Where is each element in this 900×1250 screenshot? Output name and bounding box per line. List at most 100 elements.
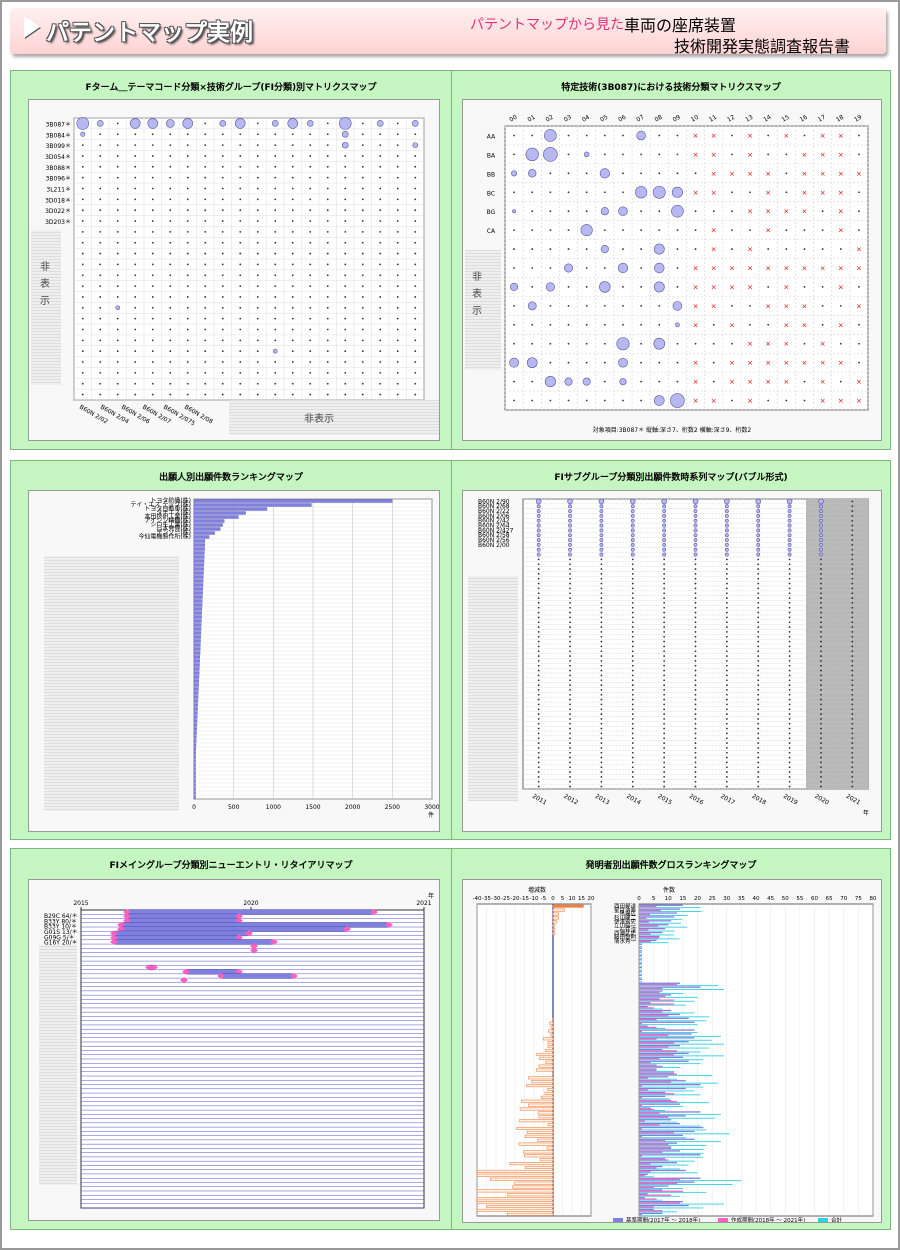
base-period-bar	[639, 1041, 689, 1043]
dot	[414, 230, 417, 233]
total-bar	[639, 1176, 654, 1178]
retire-marker	[245, 930, 253, 937]
dot	[344, 296, 347, 298]
matrix-svg: 00 01 02 03 04 05 06 07 08 09 10 11 12 13 14 15 16 17 18 19…	[465, 114, 869, 434]
dot	[694, 645, 697, 648]
base-period-bar	[639, 943, 642, 945]
dot	[396, 382, 399, 385]
dot	[788, 606, 791, 609]
dot	[757, 722, 760, 725]
dot	[186, 371, 189, 374]
dot	[326, 230, 329, 233]
dot	[537, 713, 540, 715]
dot	[204, 198, 207, 201]
dot	[851, 742, 854, 744]
dot	[694, 718, 697, 720]
target-period-bar	[639, 1198, 657, 1200]
dot	[788, 664, 791, 667]
dot	[694, 606, 697, 609]
target-period-bar	[639, 933, 651, 935]
total-bar	[639, 1098, 669, 1100]
target-period-bar	[639, 1046, 669, 1048]
dot	[757, 776, 760, 778]
dot	[134, 187, 137, 190]
dot	[851, 785, 854, 788]
dot	[204, 306, 207, 309]
dot	[326, 209, 329, 212]
base-period-bar	[639, 1013, 680, 1016]
dot	[513, 134, 515, 137]
dot	[820, 713, 822, 715]
change-bar	[531, 1080, 554, 1084]
dot	[600, 742, 603, 744]
target-period-bar	[639, 921, 649, 923]
dot	[694, 655, 697, 657]
cross-mark: ×	[838, 283, 844, 291]
dot	[603, 153, 606, 156]
cross-mark: ×	[693, 132, 699, 140]
bubble	[599, 528, 604, 533]
dot	[169, 371, 172, 374]
dot	[767, 134, 770, 137]
dot	[694, 229, 697, 232]
dot	[600, 747, 603, 749]
dot	[600, 602, 603, 604]
dot	[757, 780, 760, 783]
dot	[396, 285, 399, 288]
dot	[725, 664, 728, 667]
bubble	[129, 118, 141, 129]
total-bar	[639, 1059, 704, 1061]
dot	[730, 153, 733, 156]
bar	[193, 643, 201, 647]
cross-mark: ×	[693, 378, 699, 386]
base-period-bar	[639, 928, 666, 930]
dot	[309, 176, 312, 179]
dot	[99, 263, 102, 266]
dot	[631, 751, 634, 754]
dot	[549, 361, 552, 364]
entry-marker	[110, 930, 118, 937]
dot	[169, 263, 172, 266]
col-label: 17	[817, 114, 827, 124]
dot	[663, 568, 666, 570]
dot	[851, 761, 854, 764]
dot	[622, 134, 624, 137]
bar	[193, 663, 200, 667]
col-label: 01	[526, 114, 536, 124]
axis-tick: 35	[738, 896, 745, 902]
cross-mark: ×	[838, 208, 844, 216]
dot	[309, 241, 312, 244]
bubble	[755, 498, 762, 505]
dot	[569, 573, 571, 575]
dot	[788, 693, 791, 696]
dot	[204, 393, 207, 396]
base-period-bar	[639, 955, 642, 957]
base-period-bar	[639, 1103, 680, 1105]
retire-marker	[180, 977, 188, 984]
dot	[585, 134, 588, 137]
dot	[585, 361, 588, 364]
entry-marker	[123, 917, 131, 924]
dot	[221, 274, 224, 277]
dot	[326, 176, 329, 179]
dot	[116, 133, 119, 136]
bubble	[568, 504, 572, 509]
total-bar	[639, 1152, 704, 1154]
base-period-bar	[639, 1006, 648, 1008]
dot	[116, 220, 119, 222]
dot	[274, 274, 277, 277]
dot	[851, 611, 854, 614]
bubble	[662, 547, 667, 552]
dot	[537, 698, 540, 701]
dot	[221, 252, 224, 255]
base-period-bar	[639, 1154, 701, 1156]
target-period-bar	[639, 1163, 651, 1165]
dot	[396, 263, 399, 266]
bar	[193, 623, 202, 627]
dot	[537, 727, 540, 730]
dot	[803, 342, 806, 345]
base-period-bar	[639, 1080, 686, 1082]
cross-mark: ×	[729, 378, 735, 386]
dot	[603, 304, 606, 307]
